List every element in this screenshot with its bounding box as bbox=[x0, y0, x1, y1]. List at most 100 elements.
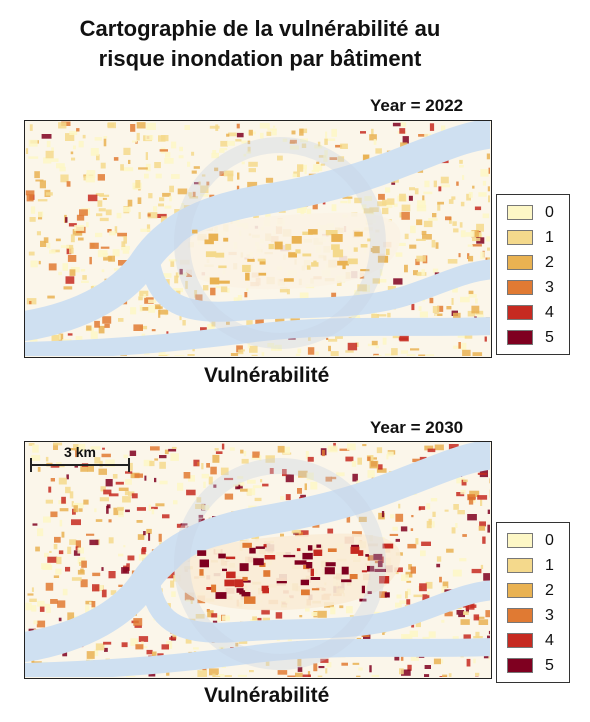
building bbox=[97, 200, 103, 207]
building bbox=[408, 564, 412, 570]
building bbox=[258, 272, 267, 276]
building bbox=[400, 655, 404, 661]
building bbox=[462, 534, 467, 537]
building bbox=[478, 525, 486, 531]
building bbox=[195, 614, 205, 619]
building bbox=[313, 260, 317, 266]
building bbox=[271, 128, 277, 136]
building bbox=[129, 462, 133, 471]
building bbox=[73, 444, 79, 449]
building bbox=[357, 457, 362, 465]
building bbox=[220, 140, 228, 147]
river-channel bbox=[140, 251, 490, 322]
building bbox=[176, 523, 186, 528]
building bbox=[161, 135, 169, 142]
building bbox=[143, 293, 146, 298]
building bbox=[90, 446, 101, 450]
building bbox=[336, 280, 342, 286]
building bbox=[89, 539, 99, 546]
building bbox=[208, 476, 213, 485]
building bbox=[331, 244, 340, 250]
building bbox=[188, 192, 192, 197]
map-2030[interactable] bbox=[24, 441, 492, 679]
building bbox=[399, 668, 404, 675]
building bbox=[480, 499, 483, 506]
building bbox=[95, 193, 104, 196]
building bbox=[389, 533, 399, 536]
legend-label-5: 5 bbox=[545, 656, 554, 674]
building bbox=[322, 450, 325, 457]
building bbox=[170, 580, 175, 588]
building bbox=[464, 333, 473, 339]
building bbox=[434, 314, 438, 316]
building bbox=[37, 600, 45, 607]
building bbox=[154, 477, 157, 483]
building bbox=[472, 185, 475, 189]
building bbox=[441, 619, 445, 623]
map-2022[interactable] bbox=[24, 120, 492, 358]
building bbox=[395, 252, 403, 257]
building bbox=[262, 483, 269, 487]
building bbox=[456, 610, 465, 615]
building bbox=[487, 257, 490, 262]
building bbox=[437, 305, 444, 312]
building bbox=[224, 675, 232, 677]
building bbox=[259, 259, 266, 265]
building bbox=[375, 345, 379, 349]
building bbox=[367, 238, 371, 242]
building bbox=[105, 479, 113, 487]
building bbox=[184, 125, 190, 130]
building bbox=[283, 554, 296, 558]
building bbox=[107, 229, 112, 233]
building bbox=[446, 548, 454, 553]
building bbox=[89, 242, 99, 249]
building bbox=[369, 460, 379, 469]
building bbox=[102, 447, 105, 450]
building bbox=[67, 612, 75, 621]
building bbox=[55, 568, 62, 575]
building bbox=[335, 335, 343, 339]
river-channel bbox=[25, 442, 490, 662]
building bbox=[138, 636, 149, 642]
building bbox=[277, 670, 288, 675]
building bbox=[243, 153, 247, 157]
building bbox=[200, 193, 209, 197]
map-canvas bbox=[25, 121, 490, 356]
building bbox=[324, 138, 328, 145]
building bbox=[249, 345, 258, 353]
building bbox=[475, 298, 478, 304]
building bbox=[173, 288, 183, 293]
building bbox=[130, 638, 139, 646]
building bbox=[128, 491, 135, 496]
building bbox=[294, 560, 307, 565]
building bbox=[360, 131, 366, 134]
building bbox=[174, 355, 185, 356]
building bbox=[136, 122, 146, 129]
building bbox=[379, 591, 387, 598]
building bbox=[154, 162, 161, 169]
building bbox=[400, 350, 409, 354]
building bbox=[275, 317, 285, 322]
building bbox=[50, 478, 55, 482]
building bbox=[106, 504, 111, 509]
building bbox=[458, 614, 465, 618]
building bbox=[85, 605, 90, 613]
building bbox=[328, 345, 331, 352]
building bbox=[69, 269, 76, 276]
building bbox=[62, 263, 68, 271]
building bbox=[251, 354, 258, 356]
building bbox=[304, 168, 307, 175]
building bbox=[94, 457, 101, 464]
building bbox=[422, 234, 432, 240]
building bbox=[40, 240, 47, 247]
building bbox=[410, 225, 416, 234]
building bbox=[189, 196, 199, 199]
building bbox=[26, 194, 34, 202]
building bbox=[179, 146, 183, 152]
building bbox=[140, 307, 149, 311]
building bbox=[145, 135, 154, 141]
building bbox=[436, 563, 441, 568]
building bbox=[354, 290, 360, 298]
building bbox=[278, 347, 282, 351]
building bbox=[458, 253, 461, 258]
